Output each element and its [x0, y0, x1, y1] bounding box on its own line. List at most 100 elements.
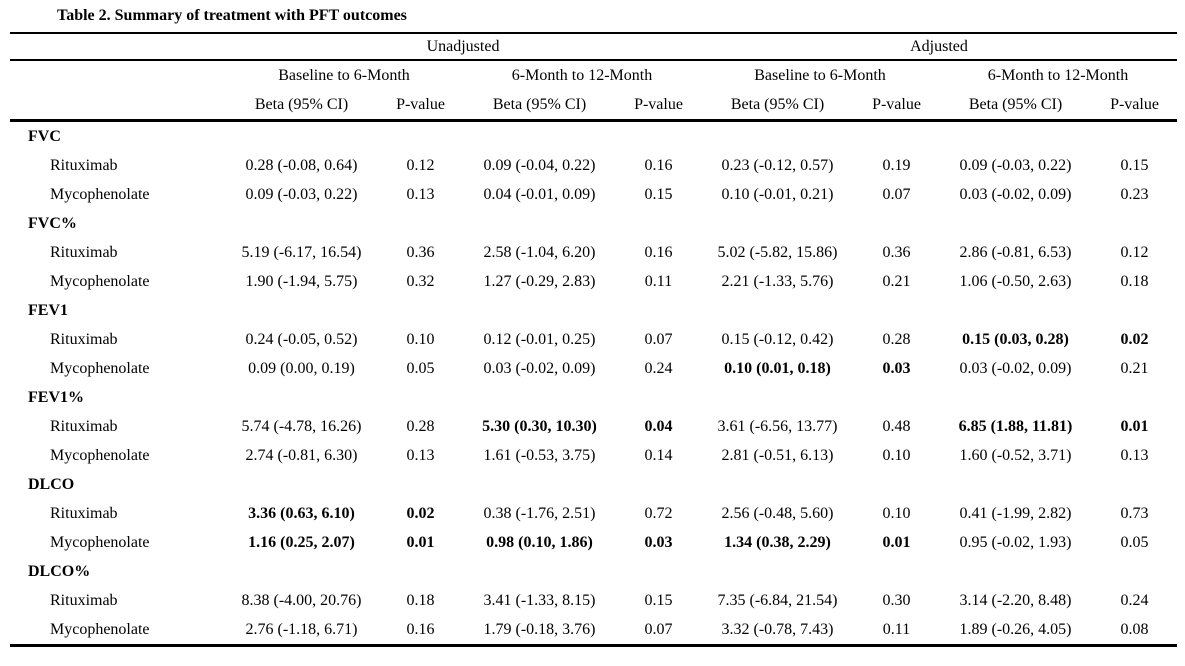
treatment-label: Rituximab: [50, 243, 118, 261]
group-header-adjusted: Adjusted: [701, 32, 1178, 61]
p-value-cell: 0.36: [406, 243, 435, 261]
measure-header-row: Beta (95% CI) P-value Beta (95% CI) P-va…: [10, 91, 1178, 122]
treatment-label: Mycophenolate: [50, 620, 150, 638]
p-value-cell: 0.72: [644, 504, 673, 522]
p-value-cell: 0.19: [882, 156, 911, 174]
table-row: Mycophenolate 2.76 (-1.18, 6.71) 0.16 1.79 …: [10, 615, 1177, 646]
p-value-cell: 0.08: [1120, 620, 1149, 638]
table-row: Rituximab 3.36 (0.63, 6.10) 0.02 0.38 (-1.7…: [10, 499, 1177, 528]
beta-ci-cell: 0.95 (-0.02, 1.93): [959, 533, 1072, 551]
section-label: FEV1%: [28, 388, 84, 406]
beta-ci-cell: 6.85 (1.88, 11.81): [958, 417, 1073, 435]
p-value-header: P-value: [1092, 91, 1178, 122]
beta-ci-cell: 3.14 (-2.20, 8.48): [959, 591, 1072, 609]
beta-ci-cell: 5.74 (-4.78, 16.26): [241, 417, 362, 435]
p-value-cell: 0.04: [644, 417, 673, 435]
table-row: Rituximab 0.24 (-0.05, 0.52) 0.10 0.12 (-0.…: [10, 325, 1177, 354]
beta-ci-cell: 0.15 (-0.12, 0.42): [721, 330, 834, 348]
section-label: FVC%: [28, 214, 77, 232]
treatment-label: Rituximab: [50, 417, 118, 435]
beta-ci-cell: 7.35 (-6.84, 21.54): [717, 591, 838, 609]
p-value-cell: 0.07: [882, 185, 911, 203]
p-value-cell: 0.11: [644, 272, 673, 290]
treatment-label: Mycophenolate: [50, 272, 150, 290]
section-row: DLCO: [10, 470, 1177, 499]
beta-ci-cell: 1.34 (0.38, 2.29): [724, 533, 831, 551]
section-row: FVC: [10, 121, 1177, 152]
beta-ci-cell: 0.09 (-0.04, 0.22): [483, 156, 596, 174]
treatment-label: Rituximab: [50, 591, 118, 609]
table-title: Table 2. Summary of treatment with PFT o…: [57, 7, 407, 24]
header-spacer: [10, 60, 225, 91]
p-value-cell: 0.05: [406, 359, 435, 377]
p-value-cell: 0.11: [882, 620, 911, 638]
table-header: Unadjusted Adjusted Baseline to 6-Month …: [10, 32, 1178, 122]
p-value-cell: 0.13: [406, 185, 435, 203]
p-value-cell: 0.01: [406, 533, 435, 551]
beta-ci-cell: 0.03 (-0.02, 0.09): [959, 359, 1072, 377]
p-value-cell: 0.28: [882, 330, 911, 348]
section-row: FEV1%: [10, 383, 1177, 412]
beta-ci-cell: 3.32 (-0.78, 7.43): [721, 620, 834, 638]
p-value-cell: 0.03: [882, 359, 911, 377]
p-value-cell: 0.12: [1120, 243, 1149, 261]
beta-ci-cell: 0.28 (-0.08, 0.64): [245, 156, 358, 174]
beta-ci-cell: 5.30 (0.30, 10.30): [482, 417, 597, 435]
beta-ci-header: Beta (95% CI): [225, 91, 378, 122]
period-header: Baseline to 6-Month: [754, 67, 886, 84]
period-header: 6-Month to 12-Month: [987, 67, 1129, 84]
p-value-cell: 0.24: [644, 359, 673, 377]
beta-ci-cell: 2.21 (-1.33, 5.76): [721, 272, 834, 290]
beta-ci-cell: 0.38 (-1.76, 2.51): [483, 504, 596, 522]
beta-ci-header: Beta (95% CI): [463, 91, 616, 122]
p-value-cell: 0.24: [1120, 591, 1149, 609]
treatment-label: Mycophenolate: [50, 359, 150, 377]
beta-ci-cell: 0.03 (-0.02, 0.09): [483, 359, 596, 377]
beta-ci-cell: 2.58 (-1.04, 6.20): [483, 243, 596, 261]
table-body: FVC Rituximab 0.28 (-0.08, 0.64) 0.12 0.09 (…: [10, 121, 1177, 646]
table-row: Rituximab 5.74 (-4.78, 16.26) 0.28 5.30 (0.…: [10, 412, 1177, 441]
p-value-cell: 0.18: [406, 591, 435, 609]
p-value-cell: 0.30: [882, 591, 911, 609]
p-value-header: P-value: [378, 91, 463, 122]
beta-ci-cell: 0.15 (0.03, 0.28): [962, 330, 1069, 348]
section-row: DLCO%: [10, 557, 1177, 586]
treatment-label: Rituximab: [50, 156, 118, 174]
p-value-cell: 0.03: [644, 533, 673, 551]
section-row: FVC%: [10, 209, 1177, 238]
beta-ci-cell: 2.74 (-0.81, 6.30): [245, 446, 358, 464]
beta-ci-cell: 2.81 (-0.51, 6.13): [721, 446, 834, 464]
p-value-cell: 0.16: [644, 243, 673, 261]
p-value-cell: 0.05: [1120, 533, 1149, 551]
p-value-cell: 0.14: [644, 446, 673, 464]
group-header-row: Unadjusted Adjusted: [10, 32, 1178, 61]
p-value-cell: 0.02: [1120, 330, 1149, 348]
p-value-cell: 0.21: [882, 272, 911, 290]
beta-ci-cell: 3.36 (0.63, 6.10): [248, 504, 355, 522]
beta-ci-cell: 5.02 (-5.82, 15.86): [717, 243, 838, 261]
beta-ci-cell: 0.10 (0.01, 0.18): [724, 359, 831, 377]
table-row: Rituximab 0.28 (-0.08, 0.64) 0.12 0.09 (-0.…: [10, 151, 1177, 180]
beta-ci-cell: 1.27 (-0.29, 2.83): [483, 272, 596, 290]
table-row: Mycophenolate 0.09 (-0.03, 0.22) 0.13 0.04 …: [10, 180, 1177, 209]
pft-outcomes-table: Unadjusted Adjusted Baseline to 6-Month …: [10, 32, 1178, 647]
p-value-cell: 0.13: [1120, 446, 1149, 464]
beta-ci-cell: 0.41 (-1.99, 2.82): [959, 504, 1072, 522]
p-value-cell: 0.10: [882, 504, 911, 522]
p-value-cell: 0.48: [882, 417, 911, 435]
p-value-cell: 0.07: [644, 330, 673, 348]
beta-ci-cell: 2.56 (-0.48, 5.60): [721, 504, 834, 522]
beta-ci-header: Beta (95% CI): [939, 91, 1092, 122]
header-spacer: [10, 91, 225, 122]
treatment-label: Rituximab: [50, 504, 118, 522]
p-value-header: P-value: [616, 91, 701, 122]
section-label: FEV1: [28, 301, 68, 319]
section-row: FEV1: [10, 296, 1177, 325]
group-header-unadjusted: Unadjusted: [225, 32, 701, 61]
p-value-cell: 0.36: [882, 243, 911, 261]
beta-ci-cell: 3.41 (-1.33, 8.15): [483, 591, 596, 609]
beta-ci-cell: 5.19 (-6.17, 16.54): [241, 243, 362, 261]
p-value-cell: 0.15: [644, 591, 673, 609]
beta-ci-cell: 0.12 (-0.01, 0.25): [483, 330, 596, 348]
